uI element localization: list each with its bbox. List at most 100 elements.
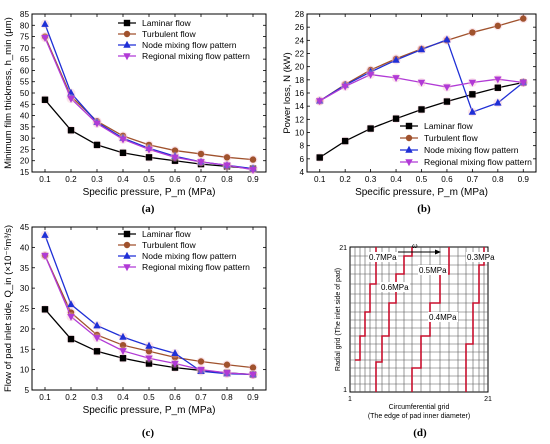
data-point <box>469 29 476 36</box>
data-point <box>341 83 349 91</box>
legend-marker <box>123 30 131 38</box>
x-tick-label: 0.5 <box>143 393 155 402</box>
data-point <box>67 300 75 308</box>
label-background <box>418 265 448 275</box>
legend-label: Node mixing flow pattern <box>142 251 237 261</box>
data-point <box>494 76 502 84</box>
data-point <box>93 141 101 149</box>
y-axis-label: Minimum film thickness, h_min (μm) <box>3 17 14 169</box>
data-point <box>366 71 375 79</box>
data-point <box>417 45 426 53</box>
pressure-label: 0.7MPa <box>369 253 397 262</box>
y-start-label: 1 <box>343 387 347 394</box>
data-point <box>494 22 502 30</box>
data-point <box>119 149 127 157</box>
y-tick-label: 4 <box>299 168 304 177</box>
x-axis-label: Circumferential grid <box>389 404 450 411</box>
y-tick-label: 24 <box>295 36 305 45</box>
y-tick-label: 30 <box>20 284 30 293</box>
x-tick-label: 0.3 <box>365 175 377 184</box>
y-tick-label: 20 <box>20 157 30 166</box>
chart-c: 0.1 0.2 0.3 0.4 0.5 0.6 0.7 0.8 0.9 5 10 15 20 25 30 35… <box>3 223 267 439</box>
series-2 <box>40 230 258 380</box>
pressure-boundary <box>375 247 413 392</box>
x-tick-label: 0.6 <box>169 393 181 402</box>
legend-label: Turbulent flow <box>142 240 196 250</box>
y-tick-label: 5 <box>24 386 29 395</box>
data-point <box>197 150 205 158</box>
data-point <box>93 335 101 343</box>
data-point <box>223 154 231 161</box>
y-tick-label: 75 <box>20 33 30 42</box>
data-point <box>468 107 477 115</box>
data-point <box>67 313 75 321</box>
y-tick-label: 15 <box>20 345 30 354</box>
data-point <box>119 348 127 356</box>
legend-marker <box>123 19 131 27</box>
y-tick-label: 20 <box>20 325 30 334</box>
x-tick-label: 0.9 <box>247 175 259 184</box>
y-tick-label: 20 <box>295 63 305 72</box>
y-tick-label: 45 <box>20 223 30 232</box>
chart-a: 0.1 0.2 0.3 0.4 0.5 0.6 0.7 0.8 0.9 15 20 25 30 35 40 4… <box>3 10 267 215</box>
legend-marker <box>123 241 131 249</box>
data-point <box>341 137 349 145</box>
y-tick-label: 45 <box>20 100 30 109</box>
legend-marker <box>123 230 131 238</box>
data-point <box>41 19 49 27</box>
grid-diagram-d: 0.7MPa 0.3MPa 0.5MPa 0.6MPa 0.4MPa ω 21 11 21 Cir… <box>335 241 496 439</box>
y-tick-label: 18 <box>295 76 305 85</box>
y-tick-label: 70 <box>20 44 30 53</box>
y-tick-label: 10 <box>295 129 305 138</box>
x-tick-label: 0.8 <box>221 393 233 402</box>
data-point <box>392 55 400 63</box>
data-point <box>249 364 257 371</box>
data-point <box>119 136 127 144</box>
data-point <box>367 125 374 132</box>
data-point <box>171 154 179 162</box>
label-background <box>380 282 410 292</box>
data-point <box>316 98 324 106</box>
x-tick-label: 0.5 <box>143 175 155 184</box>
data-point <box>316 154 323 161</box>
data-point <box>468 79 477 87</box>
x-tick-label: 0.3 <box>91 175 103 184</box>
x-tick-label: 0.8 <box>221 175 233 184</box>
data-point <box>93 321 101 329</box>
data-point <box>41 96 49 103</box>
y-tick-label: 22 <box>295 50 305 59</box>
data-point <box>392 75 400 83</box>
series-3 <box>40 251 258 380</box>
legend-label: Regional mixing flow pattern <box>142 51 250 61</box>
data-point <box>119 341 127 349</box>
data-point <box>171 147 179 154</box>
legend-label: Laminar flow <box>424 121 474 131</box>
data-point <box>249 167 257 174</box>
data-point <box>417 79 426 87</box>
x-tick-label: 0.6 <box>169 175 181 184</box>
data-point <box>223 370 231 378</box>
legend-label: Turbulent flow <box>424 133 478 143</box>
data-point <box>197 358 205 365</box>
data-point <box>145 146 153 154</box>
legend-marker <box>405 145 413 153</box>
y-tick-label: 65 <box>20 55 30 64</box>
data-point <box>41 252 49 260</box>
y-axis-label: Flow of pad inlet side, Q_in (×10⁻⁵m³/s) <box>3 225 14 392</box>
y-tick-label: 85 <box>20 10 30 19</box>
x-tick-label: 0.6 <box>441 175 453 184</box>
legend-marker <box>405 122 413 130</box>
data-point <box>443 98 451 105</box>
legend-marker <box>123 251 131 259</box>
y-tick-label: 10 <box>20 366 30 375</box>
legend-label: Regional mixing flow pattern <box>142 262 250 272</box>
panel-caption: (a) <box>142 203 155 215</box>
x-tick-label: 0.9 <box>247 393 259 402</box>
omega-symbol: ω <box>412 241 418 250</box>
pressure-boundary <box>465 247 485 392</box>
x-tick-label: 0.4 <box>117 393 129 402</box>
y-tick-label: 35 <box>20 123 30 132</box>
legend-marker <box>123 53 131 61</box>
y-tick-label: 25 <box>20 145 30 154</box>
